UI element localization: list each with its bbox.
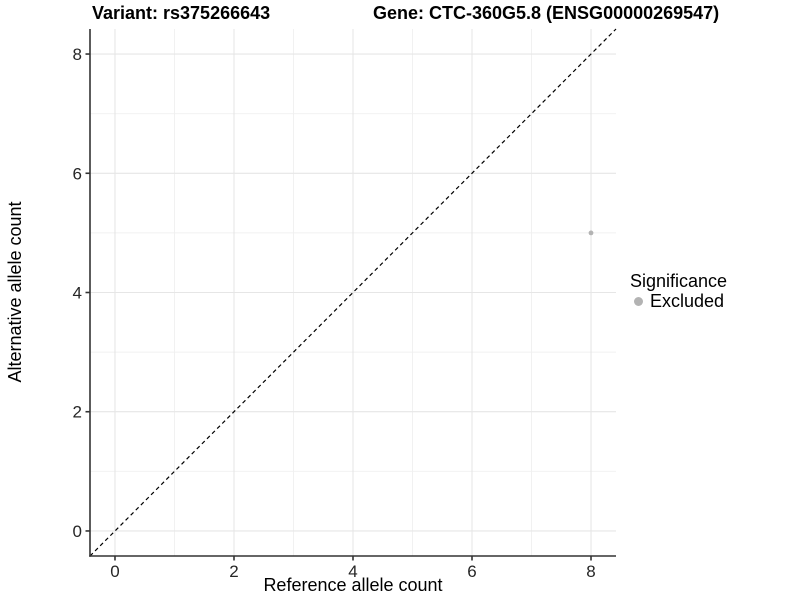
x-tick-label: 8: [586, 562, 595, 581]
data-point-excluded: [588, 230, 594, 236]
legend-item-label: Excluded: [650, 290, 725, 311]
legend-title: Significance: [630, 271, 728, 291]
x-tick-label: 0: [110, 562, 119, 581]
legend: Significance Excluded: [630, 271, 727, 311]
x-tick-label: 2: [229, 562, 238, 581]
y-tick-label: 4: [73, 284, 82, 303]
y-tick-label: 2: [73, 403, 82, 422]
plot-title-variant: Variant: rs375266643: [92, 3, 271, 23]
x-tick-label: 4: [348, 562, 357, 581]
legend-item-excluded: Excluded: [630, 291, 727, 311]
chart-layer: 0 2 4 6 8 0 2 4 6 8: [73, 28, 617, 581]
identity-dashed-line: [89, 28, 617, 557]
y-tick-label: 8: [73, 45, 82, 64]
y-tick-label: 0: [73, 522, 82, 541]
y-axis-title: Alternative allele count: [5, 201, 25, 382]
x-tick-label: 6: [467, 562, 476, 581]
plot-title-gene: Gene: CTC-360G5.8 (ENSG00000269547): [373, 3, 720, 23]
x-axis-title: Reference allele count: [263, 575, 442, 595]
legend-point-icon: [634, 296, 643, 306]
y-tick-label: 6: [73, 164, 82, 183]
